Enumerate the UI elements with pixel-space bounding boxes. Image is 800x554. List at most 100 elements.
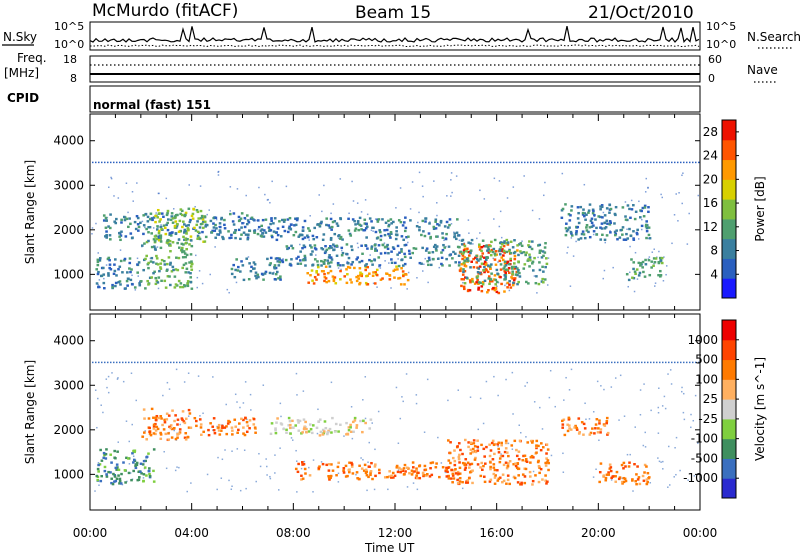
range-gate-mark <box>170 161 172 164</box>
freq-tick-top: 18 <box>63 53 77 66</box>
echo-cell <box>147 261 150 265</box>
echo-cell <box>407 235 410 238</box>
echo-cell <box>165 241 169 244</box>
echo-cell <box>242 418 245 422</box>
echo-cell <box>105 475 109 478</box>
range-gate-mark <box>440 161 442 164</box>
echo-cell <box>384 221 388 224</box>
echo-cell <box>324 265 328 268</box>
echo-cell <box>350 281 353 284</box>
scatter-point <box>280 415 282 418</box>
echo-cell <box>371 477 374 481</box>
echo-cell <box>107 272 110 275</box>
echo-cell <box>273 267 277 270</box>
echo-cell <box>328 478 331 481</box>
echo-cell <box>213 432 217 435</box>
echo-cell <box>648 273 652 277</box>
echo-cell <box>104 216 108 220</box>
scatter-point <box>657 432 660 434</box>
echo-cell <box>619 229 623 232</box>
echo-cell <box>447 477 451 480</box>
echo-cell <box>187 271 190 274</box>
echo-cell <box>154 429 158 432</box>
echo-cell <box>220 217 223 221</box>
echo-cell <box>641 260 645 264</box>
scatter-point <box>199 415 201 417</box>
echo-cell <box>400 250 403 253</box>
scatter-point <box>340 249 343 252</box>
echo-cell <box>429 461 433 465</box>
range-gate-mark <box>692 361 694 364</box>
echo-cell <box>429 235 432 239</box>
echo-cell <box>494 250 498 253</box>
scatter-point <box>639 413 642 416</box>
echo-cell <box>155 262 158 265</box>
y-tick-label: 3000 <box>53 378 84 392</box>
echo-cell <box>501 248 504 251</box>
echo-cell <box>275 270 279 274</box>
range-gate-mark <box>152 361 154 364</box>
echo-cell <box>587 230 590 234</box>
echo-cell <box>523 263 527 266</box>
scatter-point <box>497 445 499 447</box>
echo-cell <box>588 433 592 436</box>
echo-cell <box>624 238 628 241</box>
echo-cell <box>545 452 548 455</box>
echo-cell <box>195 208 199 212</box>
echo-cell <box>339 423 342 426</box>
range-gate-mark <box>437 161 439 164</box>
echo-cell <box>404 273 408 276</box>
echo-cell <box>644 263 648 266</box>
echo-cell <box>566 423 570 426</box>
range-gate-mark <box>587 161 589 164</box>
echo-cell <box>434 466 438 469</box>
echo-cell <box>461 273 465 276</box>
echo-cell <box>469 441 473 444</box>
range-gate-mark <box>326 361 328 364</box>
range-gate-mark <box>392 161 394 164</box>
echo-cell <box>369 418 373 421</box>
echo-cell <box>483 480 487 484</box>
echo-cell <box>248 229 251 232</box>
echo-cell <box>202 430 206 434</box>
echo-cell <box>170 436 174 439</box>
echo-cell <box>115 477 119 480</box>
echo-cell <box>195 223 199 227</box>
echo-cell <box>535 275 538 278</box>
range-gate-mark <box>251 361 253 364</box>
echo-cell <box>582 233 586 236</box>
echo-cell <box>458 480 462 483</box>
echo-cell <box>220 216 223 220</box>
scatter-point <box>498 180 501 182</box>
echo-cell <box>154 432 157 436</box>
range-gate-mark <box>653 161 655 164</box>
freq-unit-label: [MHz] <box>4 66 39 80</box>
range-gate-mark <box>347 361 349 364</box>
echo-cell <box>240 260 243 263</box>
echo-cell <box>481 280 485 284</box>
echo-cell <box>624 465 627 468</box>
echo-cell <box>583 215 586 218</box>
range-gate-mark <box>185 361 187 364</box>
range-gate-mark <box>503 161 505 164</box>
echo-cell <box>115 217 118 221</box>
range-gate-mark <box>647 361 649 364</box>
echo-cell <box>611 475 615 478</box>
echo-cell <box>129 270 132 274</box>
echo-cell <box>503 262 507 265</box>
echo-cell <box>126 277 130 280</box>
echo-cell <box>481 283 485 286</box>
range-gate-mark <box>452 361 454 364</box>
echo-cell <box>291 247 295 250</box>
echo-cell <box>279 275 282 278</box>
echo-cell <box>479 466 482 469</box>
scatter-point <box>415 402 418 405</box>
scatter-point <box>214 246 216 248</box>
echo-cell <box>469 452 473 455</box>
echo-cell <box>516 270 520 274</box>
scatter-point <box>602 211 605 214</box>
echo-cell <box>622 476 626 480</box>
echo-cell <box>445 257 448 261</box>
range-gate-mark <box>404 361 406 364</box>
scatter-point <box>468 232 470 234</box>
